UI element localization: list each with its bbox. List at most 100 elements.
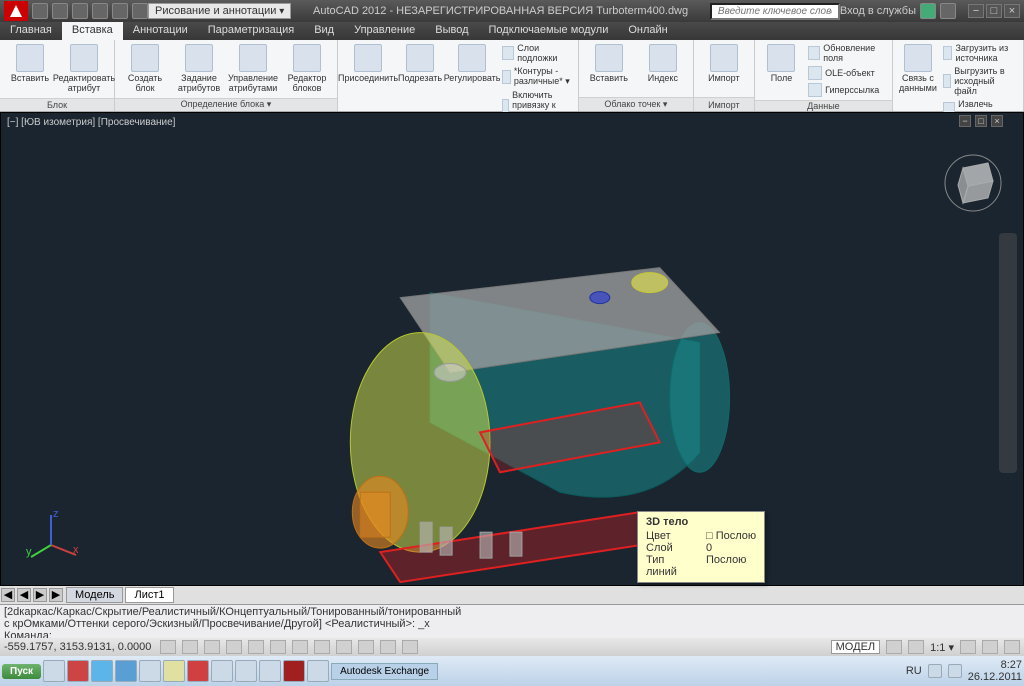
taskbar-app-icon[interactable]	[283, 660, 305, 682]
qat-new-icon[interactable]	[32, 3, 48, 19]
tab-next-button[interactable]: ▶	[33, 588, 47, 602]
close-button[interactable]: ×	[1004, 4, 1020, 18]
minimize-button[interactable]: −	[968, 4, 984, 18]
attach-button[interactable]: Присоединить	[342, 42, 394, 86]
tab-annotate[interactable]: Аннотации	[123, 22, 198, 40]
model-space-button[interactable]: МОДЕЛ	[831, 640, 880, 654]
layout-tab-sheet1[interactable]: Лист1	[125, 587, 173, 603]
taskbar-app-icon[interactable]	[259, 660, 281, 682]
snap-toggle[interactable]	[160, 640, 176, 654]
lwt-toggle[interactable]	[314, 640, 330, 654]
ole-button[interactable]: OLE-объект	[806, 65, 888, 81]
dyn-toggle[interactable]	[292, 640, 308, 654]
login-link[interactable]: Вход в службы	[840, 5, 916, 17]
insert-button[interactable]: Вставить	[4, 42, 56, 86]
workspace-dropdown[interactable]: Рисование и аннотации ▾	[148, 3, 291, 19]
qp-toggle[interactable]	[358, 640, 374, 654]
adjust-button[interactable]: Регулировать	[446, 42, 498, 86]
app-logo[interactable]	[4, 1, 28, 21]
taskbar-app-icon[interactable]	[139, 660, 161, 682]
cmd-prompt[interactable]: Команда:	[4, 630, 1020, 638]
drawing-viewport[interactable]: [−] [ЮВ изометрия] [Просвечивание] − □ ×	[0, 112, 1024, 586]
edit-attr-button[interactable]: Редактировать атрибут	[58, 42, 110, 96]
tab-view[interactable]: Вид	[304, 22, 344, 40]
tab-plugins[interactable]: Подключаемые модули	[479, 22, 619, 40]
clip-button[interactable]: Подрезать	[396, 42, 444, 86]
pc-index-button[interactable]: Индекс	[637, 42, 689, 86]
qat-save-icon[interactable]	[72, 3, 88, 19]
tab-first-button[interactable]: ◀	[1, 588, 15, 602]
clock-time[interactable]: 8:27	[968, 659, 1022, 671]
grid-toggle[interactable]	[182, 640, 198, 654]
coordinates-readout[interactable]: -559.1757, 3153.9131, 0.0000	[4, 641, 154, 653]
taskbar-app-icon[interactable]	[115, 660, 137, 682]
tray-icon[interactable]	[928, 664, 942, 678]
otrack-toggle[interactable]	[270, 640, 286, 654]
taskbar-app-icon[interactable]	[67, 660, 89, 682]
tab-parametric[interactable]: Параметризация	[198, 22, 304, 40]
status-btn2[interactable]	[886, 640, 902, 654]
qat-redo-icon[interactable]	[112, 3, 128, 19]
osnap-toggle[interactable]	[248, 640, 264, 654]
tab-insert[interactable]: Вставка	[62, 22, 123, 40]
scale-dropdown[interactable]: 1:1 ▾	[930, 641, 954, 654]
tab-output[interactable]: Вывод	[425, 22, 478, 40]
tab-last-button[interactable]: ▶	[49, 588, 63, 602]
status-btn5[interactable]	[982, 640, 998, 654]
download-source-button[interactable]: Загрузить из источника	[941, 42, 1019, 64]
taskbar-app-icon[interactable]	[235, 660, 257, 682]
upload-source-button[interactable]: Выгрузить в исходный файл	[941, 65, 1019, 97]
tab-manage[interactable]: Управление	[344, 22, 425, 40]
anno-toggle[interactable]	[402, 640, 418, 654]
tab-online[interactable]: Онлайн	[618, 22, 677, 40]
field-button[interactable]: Поле	[759, 42, 804, 86]
define-attr-button[interactable]: Задание атрибутов	[173, 42, 225, 96]
block-editor-button[interactable]: Редактор блоков	[281, 42, 333, 96]
clock-date[interactable]: 26.12.2011	[968, 671, 1022, 683]
create-block-button[interactable]: Создать блок	[119, 42, 171, 96]
language-indicator[interactable]: RU	[906, 665, 922, 677]
taskbar-app-icon[interactable]	[187, 660, 209, 682]
tray-icon[interactable]	[948, 664, 962, 678]
taskbar-app-icon[interactable]	[307, 660, 329, 682]
sc-toggle[interactable]	[380, 640, 396, 654]
status-btn3[interactable]	[908, 640, 924, 654]
taskbar-app-icon[interactable]	[43, 660, 65, 682]
viewcube[interactable]	[943, 153, 1003, 213]
frames-button[interactable]: *Контуры - различные* ▾	[500, 65, 574, 88]
top-port-blue[interactable]	[590, 292, 610, 304]
drawing-canvas[interactable]	[1, 113, 1023, 586]
transparency-toggle[interactable]	[336, 640, 352, 654]
taskbar-app-icon[interactable]	[211, 660, 233, 682]
qat-open-icon[interactable]	[52, 3, 68, 19]
hyperlink-button[interactable]: Гиперссылка	[806, 82, 888, 98]
exchange-icon[interactable]	[920, 3, 936, 19]
workspace-switch-button[interactable]	[960, 640, 976, 654]
qat-undo-icon[interactable]	[92, 3, 108, 19]
qat-print-icon[interactable]	[132, 3, 148, 19]
update-field-button[interactable]: Обновление поля	[806, 42, 888, 64]
layout-tab-model[interactable]: Модель	[66, 587, 123, 603]
start-button[interactable]: Пуск	[2, 664, 41, 679]
maximize-button[interactable]: □	[986, 4, 1002, 18]
search-input[interactable]	[710, 3, 840, 20]
top-port-yellow[interactable]	[632, 273, 668, 293]
tab-home[interactable]: Главная	[0, 22, 62, 40]
datalink-button[interactable]: Связь с данными	[897, 42, 939, 96]
import-button[interactable]: Импорт	[698, 42, 750, 86]
ortho-toggle[interactable]	[204, 640, 220, 654]
underlay-layers-button[interactable]: Слои подложки	[500, 42, 574, 64]
burner-assembly[interactable]	[352, 476, 408, 548]
pc-insert-button[interactable]: Вставить	[583, 42, 635, 86]
tab-prev-button[interactable]: ◀	[17, 588, 31, 602]
help-icon[interactable]	[940, 3, 956, 19]
command-window[interactable]: [2dкаркас/Каркас/Скрытие/Реалистичный/КО…	[0, 604, 1024, 638]
polar-toggle[interactable]	[226, 640, 242, 654]
top-port-flat[interactable]	[434, 364, 466, 382]
clean-screen-button[interactable]	[1004, 640, 1020, 654]
manage-attr-button[interactable]: Управление атрибутами	[227, 42, 279, 96]
taskbar-app-icon[interactable]	[91, 660, 113, 682]
taskbar-app-icon[interactable]	[163, 660, 185, 682]
navigation-bar[interactable]	[999, 233, 1017, 473]
taskbar-window-button[interactable]: Autodesk Exchange	[331, 663, 438, 680]
